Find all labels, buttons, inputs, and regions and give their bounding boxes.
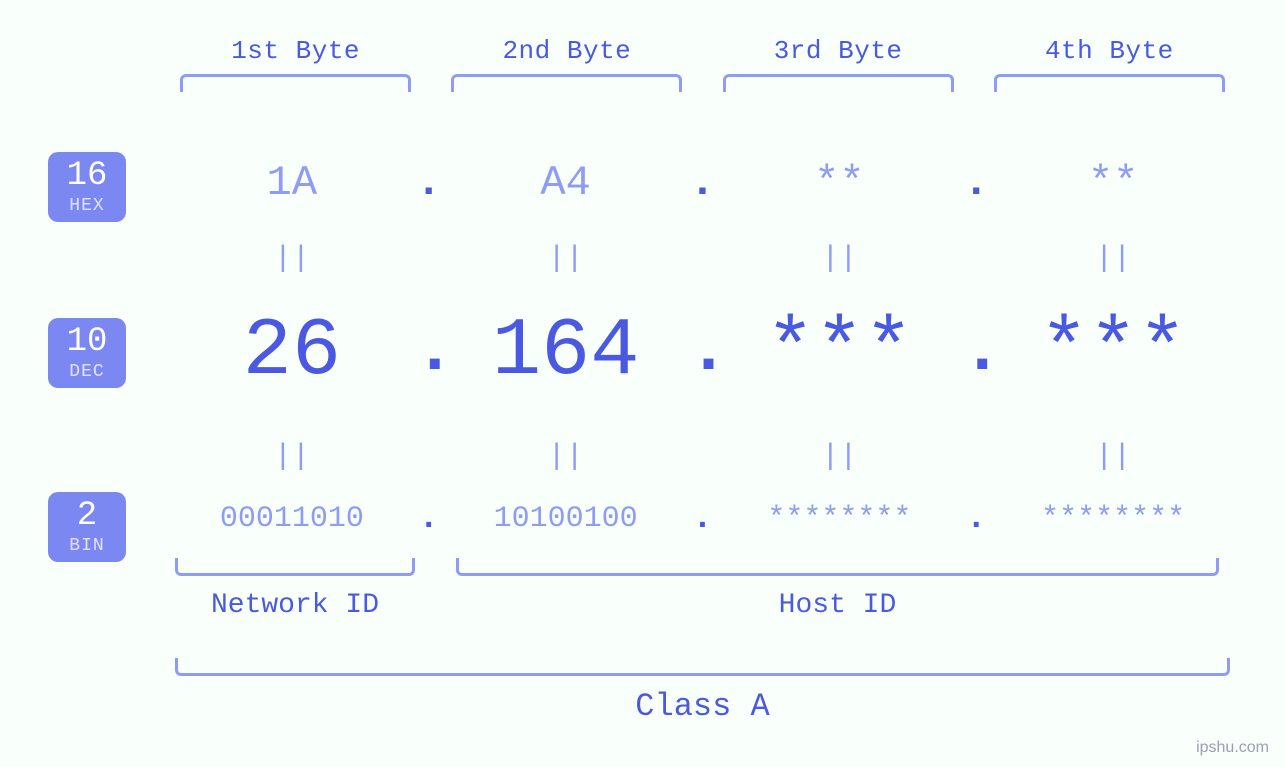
equals-icon: || [170,242,414,276]
ip-diagram: 1st Byte 2nd Byte 3rd Byte 4th Byte 16 H… [0,0,1285,767]
badge-sub: HEX [69,197,104,215]
bottom-bracket [456,558,1219,576]
dec-byte-4: *** [991,305,1235,398]
byte-header-3: 3rd Byte [713,36,964,92]
badge-num: 16 [67,159,108,193]
hex-byte-1: 1A [170,159,414,207]
dot-icon: . [688,312,718,391]
hex-byte-3: ** [718,159,962,207]
badge-sub: BIN [69,537,104,555]
equals-icon: || [991,440,1235,474]
equals-icon: || [444,242,688,276]
dec-byte-2: 164 [444,305,688,398]
hex-byte-2: A4 [444,159,688,207]
dot-icon: . [961,500,991,538]
badge-hex: 16 HEX [48,152,126,222]
row-dec: 26 . 164 . *** . *** [170,305,1235,398]
dot-icon: . [414,500,444,538]
dot-icon: . [414,312,444,391]
row-equals-1: || . || . || . || [170,242,1235,276]
network-id-group: Network ID [170,558,420,621]
byte-header-2: 2nd Byte [441,36,692,92]
byte-label: 1st Byte [170,36,421,66]
byte-header-1: 1st Byte [170,36,421,92]
top-bracket [180,74,411,92]
equals-icon: || [718,242,962,276]
dot-icon: . [688,500,718,538]
id-section: Network ID Host ID [170,558,1235,621]
hex-byte-4: ** [991,159,1235,207]
badge-sub: DEC [69,363,104,381]
watermark: ipshu.com [1196,739,1269,757]
bin-byte-4: ******** [991,502,1235,536]
byte-label: 4th Byte [984,36,1235,66]
bin-byte-1: 00011010 [170,502,414,536]
dot-icon: . [961,312,991,391]
equals-icon: || [991,242,1235,276]
dot-icon: . [961,158,991,208]
dot-icon: . [688,158,718,208]
row-hex: 1A . A4 . ** . ** [170,158,1235,208]
dec-byte-1: 26 [170,305,414,398]
bin-byte-3: ******** [718,502,962,536]
host-id-label: Host ID [440,590,1235,621]
bin-byte-2: 10100100 [444,502,688,536]
top-bracket [723,74,954,92]
badge-dec: 10 DEC [48,318,126,388]
equals-icon: || [718,440,962,474]
network-id-label: Network ID [170,590,420,621]
dot-icon: . [414,158,444,208]
row-equals-2: || . || . || . || [170,440,1235,474]
byte-header-4: 4th Byte [984,36,1235,92]
top-bracket [451,74,682,92]
bottom-bracket [175,558,415,576]
equals-icon: || [444,440,688,474]
equals-icon: || [170,440,414,474]
row-bin: 00011010 . 10100100 . ******** . *******… [170,500,1235,538]
dec-byte-3: *** [718,305,962,398]
class-label: Class A [170,688,1235,725]
class-section: Class A [170,658,1235,725]
byte-label: 3rd Byte [713,36,964,66]
host-id-group: Host ID [440,558,1235,621]
top-bracket [994,74,1225,92]
byte-headers: 1st Byte 2nd Byte 3rd Byte 4th Byte [170,36,1235,92]
byte-label: 2nd Byte [441,36,692,66]
badge-bin: 2 BIN [48,492,126,562]
badge-num: 2 [77,499,97,533]
badge-num: 10 [67,325,108,359]
bottom-bracket [175,658,1229,676]
